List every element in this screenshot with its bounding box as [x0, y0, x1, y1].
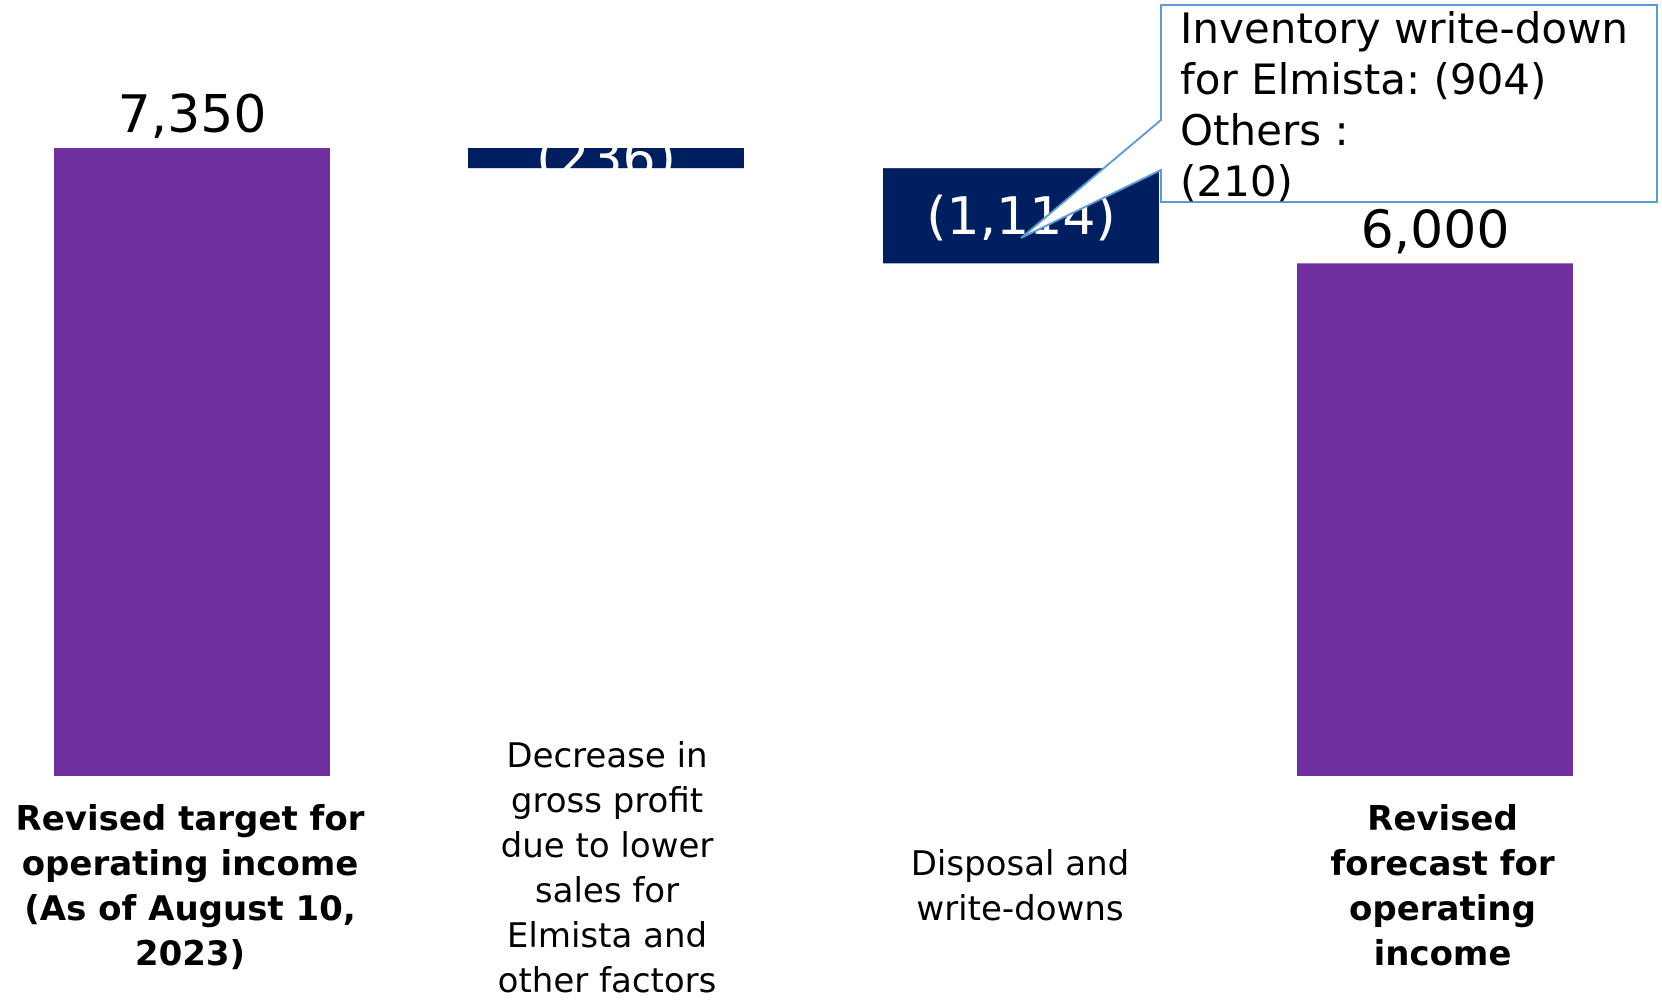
bar-4	[1297, 263, 1573, 776]
bar-2	[468, 148, 744, 169]
annotation-line-3: Others :	[1180, 106, 1349, 155]
data-label-4: 6,000	[1361, 200, 1510, 260]
annotation-callout-text: Inventory write-down for Elmista: (904) …	[1180, 3, 1650, 207]
annotation-callout-box	[1020, 4, 1658, 239]
category-label-disposal: Disposal and write-downs	[910, 844, 1130, 929]
bar-1	[54, 148, 330, 776]
annotation-line-4: (210)	[1180, 157, 1293, 206]
annotation-line-2: for Elmista: (904)	[1180, 55, 1547, 104]
annotation-line-1: Inventory write-down	[1180, 4, 1629, 53]
category-label-revised-forecast: Revised forecast for operating income	[1330, 799, 1555, 974]
bars-layer: 7,350(236)(1,114) 6,000	[54, 85, 1573, 776]
category-label-gross-profit-decrease: Decrease in gross profit due to lower sa…	[497, 736, 717, 1001]
data-label-2: (236)	[536, 129, 676, 189]
callout-layer	[1020, 4, 1658, 239]
category-label-revised-target: Revised target for operating income (As …	[15, 799, 365, 974]
data-label-1: 7,350	[118, 85, 267, 145]
